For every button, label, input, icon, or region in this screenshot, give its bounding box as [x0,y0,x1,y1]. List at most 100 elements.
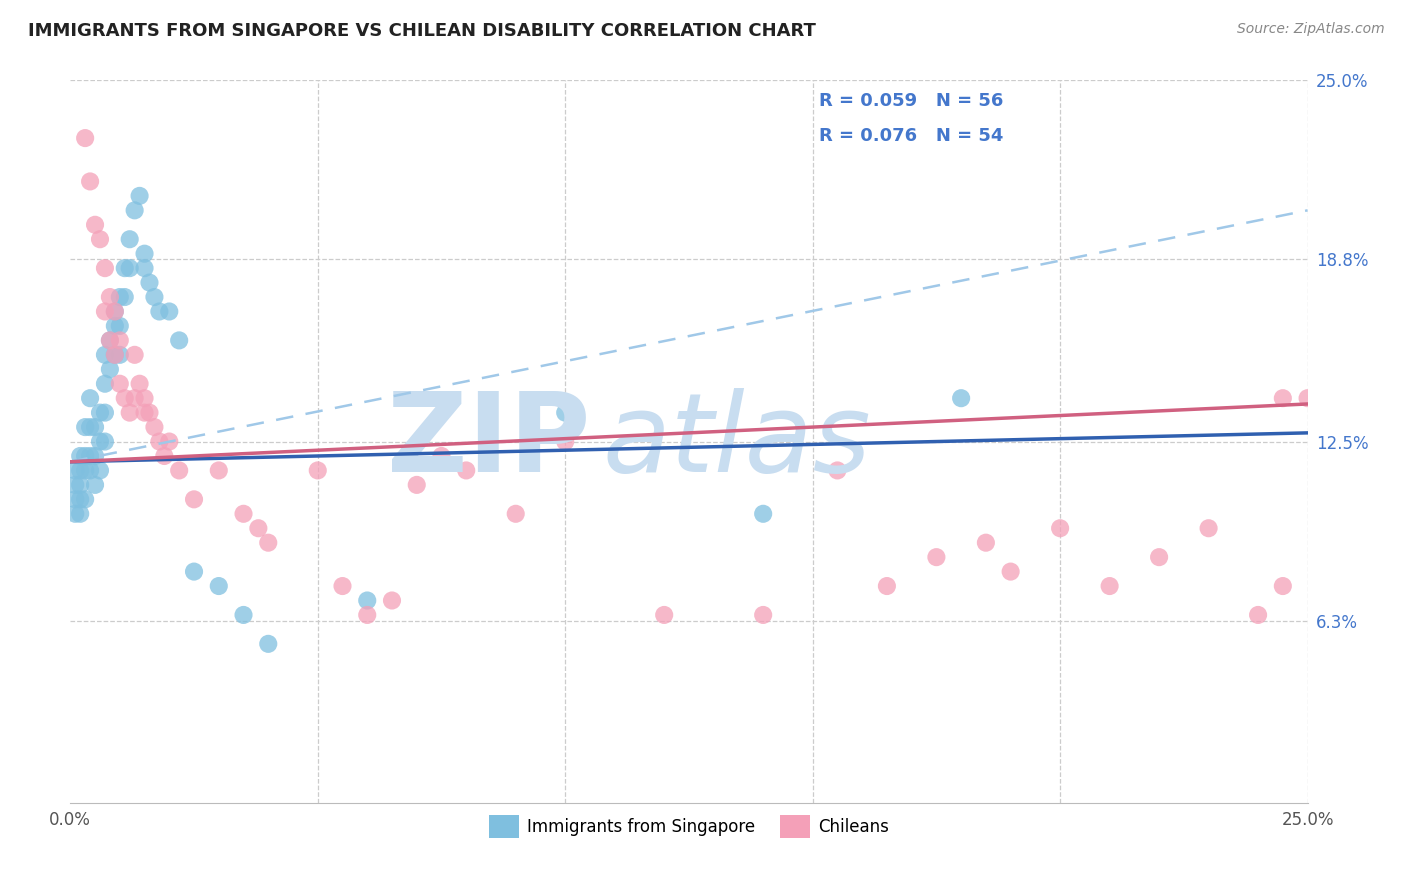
Point [1049,521,1071,535]
Point [108,334,131,348]
Point [1198,521,1220,535]
Point [1296,391,1319,405]
Point [876,579,898,593]
Point [247,521,270,535]
Point [138,406,160,420]
Point [143,290,166,304]
Point [69,507,91,521]
Point [138,276,160,290]
Point [505,507,527,521]
Text: R = 0.059   N = 56: R = 0.059 N = 56 [818,92,1004,111]
Point [134,261,156,276]
Point [69,463,91,477]
Point [974,535,997,549]
Point [405,478,427,492]
Point [232,607,254,622]
Point [167,463,190,477]
Point [94,434,117,449]
Point [148,434,170,449]
Point [75,492,97,507]
Point [69,492,91,507]
Point [69,478,91,492]
Point [827,463,849,477]
Point [114,391,136,405]
Point [108,376,131,391]
Point [153,449,176,463]
Point [114,290,136,304]
Point [1000,565,1022,579]
Point [143,420,166,434]
Point [148,304,170,318]
Text: R = 0.076   N = 54: R = 0.076 N = 54 [818,127,1004,145]
Point [75,463,97,477]
Point [118,232,141,246]
Point [65,507,87,521]
Point [356,593,378,607]
Point [75,131,97,145]
Point [356,607,378,622]
Point [104,318,127,333]
Point [167,334,190,348]
Text: Source: ZipAtlas.com: Source: ZipAtlas.com [1237,22,1385,37]
Point [89,463,111,477]
Point [98,290,121,304]
Point [79,463,101,477]
Point [307,463,329,477]
Point [157,434,180,449]
Point [79,391,101,405]
Point [104,304,127,318]
Point [332,579,354,593]
Point [89,434,111,449]
Point [84,420,107,434]
Point [1271,579,1294,593]
Point [114,261,136,276]
Point [104,348,127,362]
Point [134,406,156,420]
Legend: Immigrants from Singapore, Chileans: Immigrants from Singapore, Chileans [482,808,896,845]
Point [84,449,107,463]
Point [1247,607,1270,622]
Point [124,391,146,405]
Point [79,420,101,434]
Point [157,304,180,318]
Point [84,478,107,492]
Point [925,550,948,565]
Point [89,232,111,246]
Point [183,565,205,579]
Point [128,376,150,391]
Point [94,376,117,391]
Point [208,579,231,593]
Point [65,478,87,492]
Text: IMMIGRANTS FROM SINGAPORE VS CHILEAN DISABILITY CORRELATION CHART: IMMIGRANTS FROM SINGAPORE VS CHILEAN DIS… [28,22,815,40]
Point [183,492,205,507]
Point [1147,550,1170,565]
Point [554,406,576,420]
Point [79,449,101,463]
Point [118,261,141,276]
Point [652,607,675,622]
Point [89,406,111,420]
Point [65,463,87,477]
Point [430,449,453,463]
Point [84,218,107,232]
Point [208,463,231,477]
Point [75,449,97,463]
Text: ZIP: ZIP [387,388,591,495]
Point [108,290,131,304]
Point [69,449,91,463]
Point [108,348,131,362]
Point [128,189,150,203]
Point [381,593,404,607]
Point [232,507,254,521]
Point [94,261,117,276]
Point [124,348,146,362]
Point [104,304,127,318]
Point [94,406,117,420]
Point [752,607,775,622]
Point [124,203,146,218]
Point [94,348,117,362]
Point [65,492,87,507]
Point [118,406,141,420]
Point [257,637,280,651]
Point [456,463,478,477]
